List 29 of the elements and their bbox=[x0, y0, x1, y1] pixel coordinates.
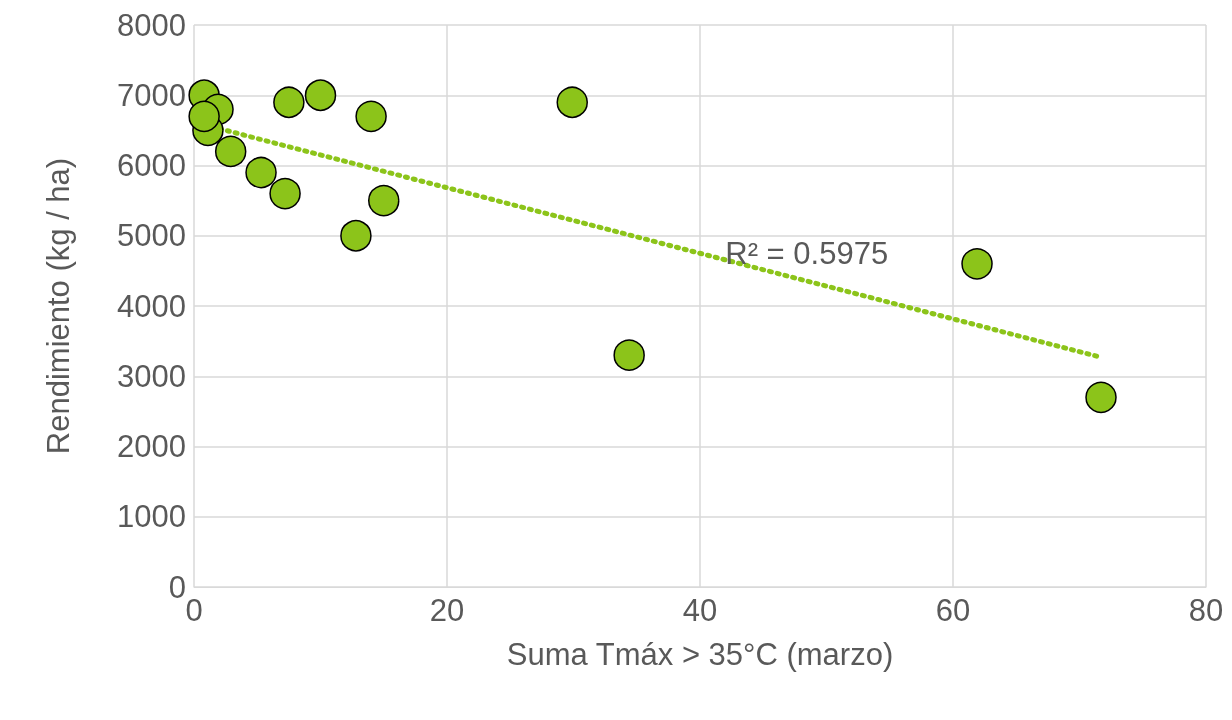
point bbox=[368, 184, 400, 217]
point bbox=[355, 100, 387, 133]
point bbox=[304, 79, 337, 111]
point bbox=[556, 86, 588, 119]
y-tick-label: 7000 bbox=[117, 77, 186, 113]
y-tick-label: 4000 bbox=[117, 288, 186, 324]
y-tick-label: 3000 bbox=[117, 358, 186, 394]
point bbox=[273, 86, 305, 119]
x-axis-title: Suma Tmáx > 35°C (marzo) bbox=[506, 637, 894, 672]
point bbox=[1085, 381, 1117, 414]
point bbox=[961, 248, 993, 280]
y-tick-label: 5000 bbox=[117, 218, 186, 254]
y-tick-label: 0 bbox=[168, 569, 186, 605]
point bbox=[613, 339, 645, 371]
annotation: R² = 0.5975 bbox=[725, 235, 889, 271]
x-tick-label: 40 bbox=[682, 593, 718, 628]
point bbox=[214, 135, 247, 168]
point bbox=[340, 220, 372, 252]
y-tick-label: 8000 bbox=[117, 7, 186, 43]
y-tick-label: 2000 bbox=[117, 429, 186, 464]
y-tick-label: 6000 bbox=[117, 148, 186, 183]
y-tick-label: 1000 bbox=[117, 499, 186, 535]
x-tick-label: 80 bbox=[1188, 593, 1224, 628]
point bbox=[188, 100, 220, 133]
x-tick-label: 60 bbox=[935, 593, 971, 628]
point bbox=[269, 177, 301, 210]
point bbox=[245, 156, 277, 189]
y-axis-title: Rendimiento (kg / ha) bbox=[41, 157, 76, 455]
x-tick-label: 20 bbox=[429, 593, 465, 628]
